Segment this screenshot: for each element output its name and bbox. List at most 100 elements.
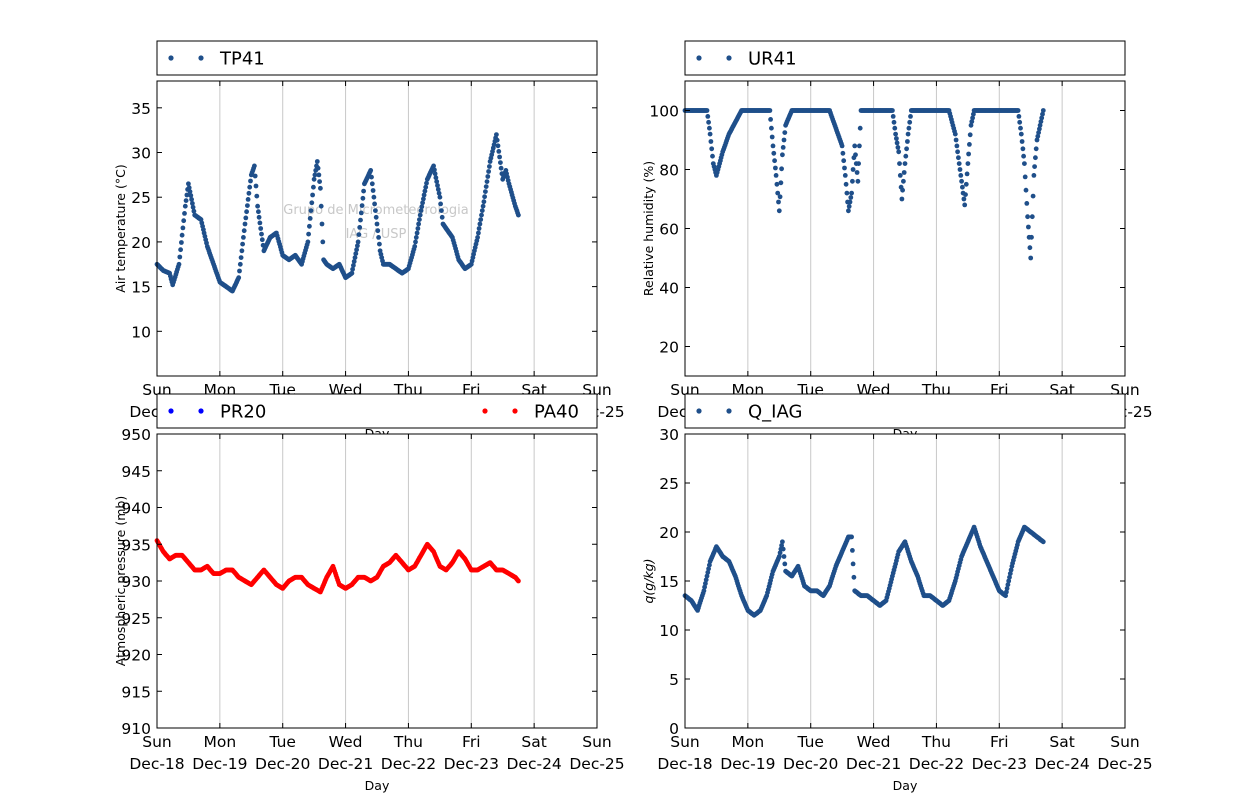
data-point xyxy=(311,184,316,190)
data-point xyxy=(422,188,428,194)
data-point xyxy=(1023,187,1029,193)
data-point xyxy=(312,172,318,178)
series-Q_IAG xyxy=(682,524,1046,618)
data-point xyxy=(775,190,781,196)
data-point xyxy=(416,221,421,227)
data-point xyxy=(962,202,968,208)
data-point xyxy=(852,143,858,149)
data-point xyxy=(241,235,246,240)
data-point xyxy=(369,174,374,180)
data-point xyxy=(248,178,253,184)
data-point xyxy=(1029,234,1034,240)
data-point xyxy=(1007,574,1012,580)
data-point xyxy=(497,154,502,160)
data-point xyxy=(434,179,440,185)
data-point xyxy=(412,244,418,249)
data-point xyxy=(252,163,257,169)
data-point xyxy=(1034,137,1040,143)
data-point xyxy=(782,130,788,136)
data-point xyxy=(1040,539,1046,545)
data-point xyxy=(780,152,785,158)
data-point xyxy=(482,194,487,200)
data-point xyxy=(1040,108,1046,113)
data-point xyxy=(842,173,848,178)
data-point xyxy=(772,158,777,164)
subplot-pressure: 910 915 920 925 930 935 940 945 950 Sun Dec-18 Mon D… xyxy=(113,393,625,793)
data-point xyxy=(891,119,897,125)
data-point xyxy=(186,185,192,191)
y-tick-label: 925 xyxy=(121,610,151,628)
data-point xyxy=(1030,193,1036,199)
legend-box xyxy=(684,40,1126,76)
data-point xyxy=(368,168,374,173)
data-point xyxy=(776,199,781,205)
y-tick-label: 30 xyxy=(659,426,679,444)
x-tick-date: Dec-25 xyxy=(1097,755,1152,773)
data-point xyxy=(476,226,482,231)
data-point xyxy=(1033,146,1039,152)
data-point xyxy=(709,146,715,152)
data-point xyxy=(960,184,965,190)
data-point xyxy=(432,167,437,173)
y-axis-label: Air temperature (°C) xyxy=(113,164,128,292)
y-tick-label: 100 xyxy=(649,103,679,121)
data-point xyxy=(1040,111,1045,117)
data-point xyxy=(704,573,710,579)
data-point xyxy=(178,247,184,253)
y-tick-label: 20 xyxy=(659,524,679,542)
data-point xyxy=(187,189,193,195)
data-point xyxy=(423,184,429,190)
data-point xyxy=(433,175,439,181)
data-point xyxy=(351,263,356,268)
data-point xyxy=(892,125,898,131)
x-tick-date: Dec-23 xyxy=(972,755,1027,773)
data-point xyxy=(417,217,422,223)
data-point xyxy=(319,221,325,227)
data-point xyxy=(415,226,421,231)
plot-area xyxy=(685,434,1125,728)
data-point xyxy=(241,228,247,234)
x-tick-date: Dec-24 xyxy=(506,755,561,773)
legend-q_iag: Q_IAG xyxy=(684,393,1126,429)
y-tick-label: 35 xyxy=(131,100,151,118)
data-point xyxy=(259,237,265,243)
x-tick-day: Thu xyxy=(921,733,951,751)
x-tick-date: Dec-21 xyxy=(318,755,373,773)
data-point xyxy=(953,137,959,143)
data-point xyxy=(1007,571,1013,576)
data-point xyxy=(190,204,196,210)
data-point xyxy=(188,193,194,198)
data-point xyxy=(305,239,311,245)
axes-frame xyxy=(156,80,598,377)
legend-box xyxy=(684,393,1126,429)
y-axis-label: q(g/kg) xyxy=(641,558,656,603)
y-tick-label: 940 xyxy=(121,500,151,518)
data-point xyxy=(179,232,185,238)
data-point xyxy=(894,136,899,141)
data-point xyxy=(846,204,852,209)
legend-label: TP41 xyxy=(219,49,265,70)
data-point xyxy=(356,232,362,238)
data-point xyxy=(897,173,903,178)
data-point xyxy=(413,235,419,240)
data-point xyxy=(186,181,191,187)
data-point xyxy=(708,139,714,144)
data-point xyxy=(1039,115,1045,121)
data-point xyxy=(183,198,189,204)
y-tick-label: 0 xyxy=(669,720,679,738)
data-point xyxy=(705,570,711,575)
y-tick-label: 10 xyxy=(131,323,151,341)
data-point xyxy=(771,150,777,156)
data-point xyxy=(494,132,499,138)
x-tick-day: Tue xyxy=(268,733,295,751)
data-point xyxy=(1008,567,1014,573)
data-point xyxy=(239,248,245,254)
data-point xyxy=(237,268,242,274)
data-point xyxy=(352,255,358,260)
data-point xyxy=(971,111,976,117)
legend-pressure: PR20 PA40 xyxy=(156,393,598,429)
data-point xyxy=(901,178,906,184)
data-point xyxy=(902,161,908,167)
data-point xyxy=(1028,255,1034,261)
x-tick-date: Dec-19 xyxy=(192,755,247,773)
